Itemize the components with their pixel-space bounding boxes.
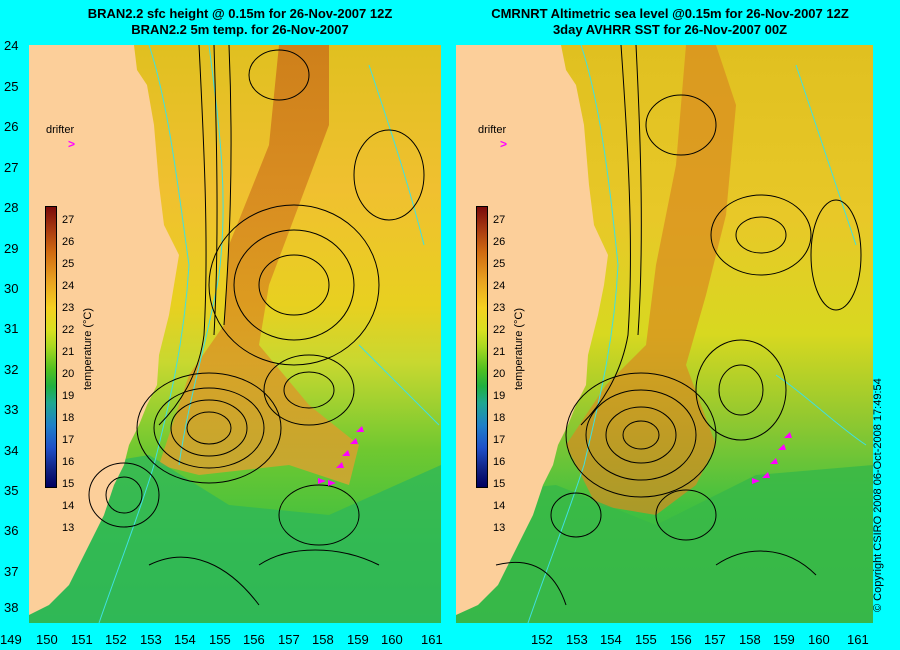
lat-tick: 36 — [4, 523, 19, 538]
lat-tick: 30 — [4, 281, 19, 296]
lon-tick: 159 — [773, 632, 795, 647]
left-warm-current — [159, 45, 359, 485]
colorbar-tick: 21 — [493, 346, 506, 358]
colorbar-tick: 23 — [62, 302, 75, 314]
colorbar-tick: 22 — [493, 324, 506, 336]
colorbar-tick: 15 — [62, 478, 75, 490]
right-land — [456, 45, 608, 615]
left-title-line2: BRAN2.2 5m temp. for 26-Nov-2007 — [131, 22, 349, 37]
lat-tick: 24 — [4, 38, 19, 53]
left-height-contours — [88, 45, 425, 606]
lat-tick: 29 — [4, 241, 19, 256]
lon-tick: 157 — [704, 632, 726, 647]
left-colorbar-title: temperature (°C) — [82, 307, 94, 390]
right-height-contours — [495, 45, 862, 606]
colorbar-tick: 26 — [62, 236, 75, 248]
colorbar-tick: 25 — [62, 258, 75, 270]
colorbar-tick: 13 — [493, 522, 506, 534]
colorbar-tick: 17 — [62, 434, 75, 446]
colorbar-tick: 22 — [62, 324, 75, 336]
left-title-line1: BRAN2.2 sfc height @ 0.15m for 26-Nov-20… — [87, 6, 393, 21]
colorbar-tick: 24 — [62, 280, 75, 292]
left-cool-water — [29, 455, 441, 623]
colorbar-tick: 15 — [493, 478, 506, 490]
colorbar-tick: 14 — [493, 500, 506, 512]
lon-tick: 150 — [36, 632, 58, 647]
right-colorbar — [476, 206, 488, 488]
lat-tick: 26 — [4, 119, 19, 134]
lon-tick: 151 — [71, 632, 93, 647]
right-cool-water — [456, 465, 873, 623]
left-panel-title: BRAN2.2 sfc height @ 0.15m for 26-Nov-20… — [40, 6, 440, 38]
copyright-text: © Copyright CSIRO 2008 06-Oct-2008 17:49… — [872, 378, 884, 612]
colorbar-tick: 23 — [493, 302, 506, 314]
right-drifter-label: drifter — [478, 124, 507, 136]
lat-tick: 32 — [4, 362, 19, 377]
colorbar-tick: 18 — [493, 412, 506, 424]
colorbar-tick: 24 — [493, 280, 506, 292]
lon-tick: 154 — [174, 632, 196, 647]
colorbar-tick: 13 — [62, 522, 75, 534]
left-drifter-arrow-icon: > — [68, 137, 76, 151]
left-drifter-label: drifter — [46, 124, 75, 136]
lon-tick: 159 — [347, 632, 369, 647]
lat-tick: 37 — [4, 564, 19, 579]
lat-tick: 35 — [4, 483, 19, 498]
lon-tick: 158 — [739, 632, 761, 647]
lon-tick: 153 — [566, 632, 588, 647]
right-panel-title: CMRNRT Altimetric sea level @0.15m for 2… — [455, 6, 885, 38]
right-warm-current — [566, 45, 736, 515]
lon-tick: 152 — [531, 632, 553, 647]
colorbar-tick: 26 — [493, 236, 506, 248]
lon-tick: 161 — [847, 632, 869, 647]
lon-tick: 155 — [635, 632, 657, 647]
right-colorbar-title: temperature (°C) — [513, 307, 525, 390]
colorbar-tick: 19 — [62, 390, 75, 402]
lat-tick: 25 — [4, 79, 19, 94]
right-title-line2: 3day AVHRR SST for 26-Nov-2007 00Z — [552, 22, 788, 37]
left-map-panel — [29, 45, 441, 623]
left-bathymetry — [98, 45, 440, 623]
lon-tick: 155 — [209, 632, 231, 647]
colorbar-tick: 14 — [62, 500, 75, 512]
colorbar-tick: 27 — [62, 214, 75, 226]
lat-tick: 27 — [4, 160, 19, 175]
lat-tick: 28 — [4, 200, 19, 215]
colorbar-tick: 25 — [493, 258, 506, 270]
lon-tick: 161 — [421, 632, 443, 647]
lon-tick: 154 — [600, 632, 622, 647]
colorbar-tick: 18 — [62, 412, 75, 424]
left-map-svg — [29, 45, 441, 623]
colorbar-tick: 20 — [62, 368, 75, 380]
right-title-line1: CMRNRT Altimetric sea level @0.15m for 2… — [491, 6, 849, 21]
right-map-svg — [456, 45, 873, 623]
lon-tick: 160 — [808, 632, 830, 647]
lat-tick: 33 — [4, 402, 19, 417]
lat-tick: 38 — [4, 600, 19, 615]
right-map-panel — [456, 45, 873, 623]
colorbar-tick: 16 — [493, 456, 506, 468]
lat-tick: 31 — [4, 321, 19, 336]
lon-tick: 153 — [140, 632, 162, 647]
lon-tick: 152 — [105, 632, 127, 647]
lon-tick: 156 — [243, 632, 265, 647]
left-land — [29, 45, 179, 615]
lon-tick: 149 — [0, 632, 22, 647]
left-colorbar — [45, 206, 57, 488]
lon-tick: 158 — [312, 632, 334, 647]
colorbar-tick: 27 — [493, 214, 506, 226]
lon-tick: 157 — [278, 632, 300, 647]
colorbar-tick: 17 — [493, 434, 506, 446]
lon-tick: 160 — [381, 632, 403, 647]
right-drifter-arrow-icon: > — [500, 137, 508, 151]
right-drifter-track — [752, 432, 792, 484]
left-drifter-track — [318, 426, 364, 486]
colorbar-tick: 21 — [62, 346, 75, 358]
lat-tick: 34 — [4, 443, 19, 458]
colorbar-tick: 19 — [493, 390, 506, 402]
colorbar-tick: 20 — [493, 368, 506, 380]
lon-tick: 156 — [670, 632, 692, 647]
colorbar-tick: 16 — [62, 456, 75, 468]
